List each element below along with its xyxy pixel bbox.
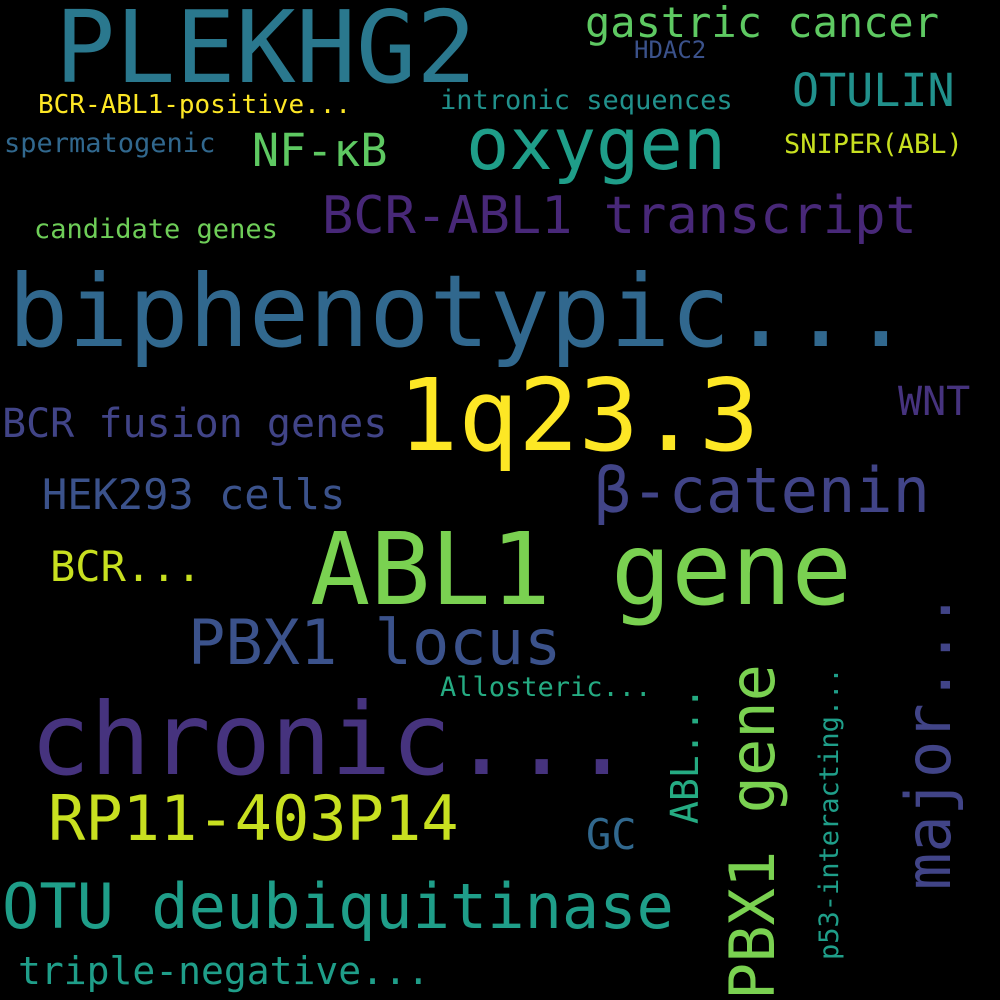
word-p53-interacting: p53-interacting... <box>814 667 845 960</box>
word-hdac2: HDAC2 <box>634 36 707 64</box>
word-hek293-cells: HEK293 cells <box>42 470 346 519</box>
word-major: major... <box>892 591 965 890</box>
word-spermatogenic: spermatogenic <box>4 128 216 159</box>
word-allosteric: Allosteric... <box>440 672 652 703</box>
word-rp11-403p14: RP11-403P14 <box>48 782 459 855</box>
word-beta-catenin: β-catenin <box>594 454 930 527</box>
word-bcr-truncated: BCR... <box>50 542 202 591</box>
word-bcr-fusion-genes: BCR fusion genes <box>2 401 388 447</box>
word-otu-deubiquitinase: OTU deubiquitinase <box>2 870 674 943</box>
word-1q23-3: 1q23.3 <box>398 357 760 474</box>
word-wnt: WNT <box>898 379 971 425</box>
word-sniper-abl: SNIPER(ABL) <box>784 129 963 160</box>
word-triple-negative: triple-negative... <box>18 949 430 993</box>
word-bcr-abl1-positive: BCR-ABL1-positive... <box>38 90 352 120</box>
word-gc: GC <box>586 810 637 859</box>
word-candidate-genes: candidate genes <box>34 214 278 245</box>
word-pbx1-locus: PBX1 locus <box>188 606 562 679</box>
word-pbx1-gene: PBX1 gene <box>716 664 789 1000</box>
word-oxygen: oxygen <box>466 102 727 186</box>
word-chronic: chronic... <box>30 681 633 798</box>
word-nf-kb: NF-κB <box>252 124 388 177</box>
word-bcr-abl1-transcript: BCR-ABL1 transcript <box>322 186 917 246</box>
word-intronic-sequences: intronic sequences <box>440 85 733 116</box>
word-abl1-gene: ABL1 gene <box>310 511 852 628</box>
word-abl-truncated: ABL... <box>663 686 707 824</box>
word-plekhg2: PLEKHG2 <box>55 0 477 106</box>
word-gastric-cancer: gastric cancer <box>585 0 940 47</box>
word-biphenotypic: biphenotypic... <box>8 253 912 370</box>
word-otulin: OTULIN <box>792 64 955 117</box>
